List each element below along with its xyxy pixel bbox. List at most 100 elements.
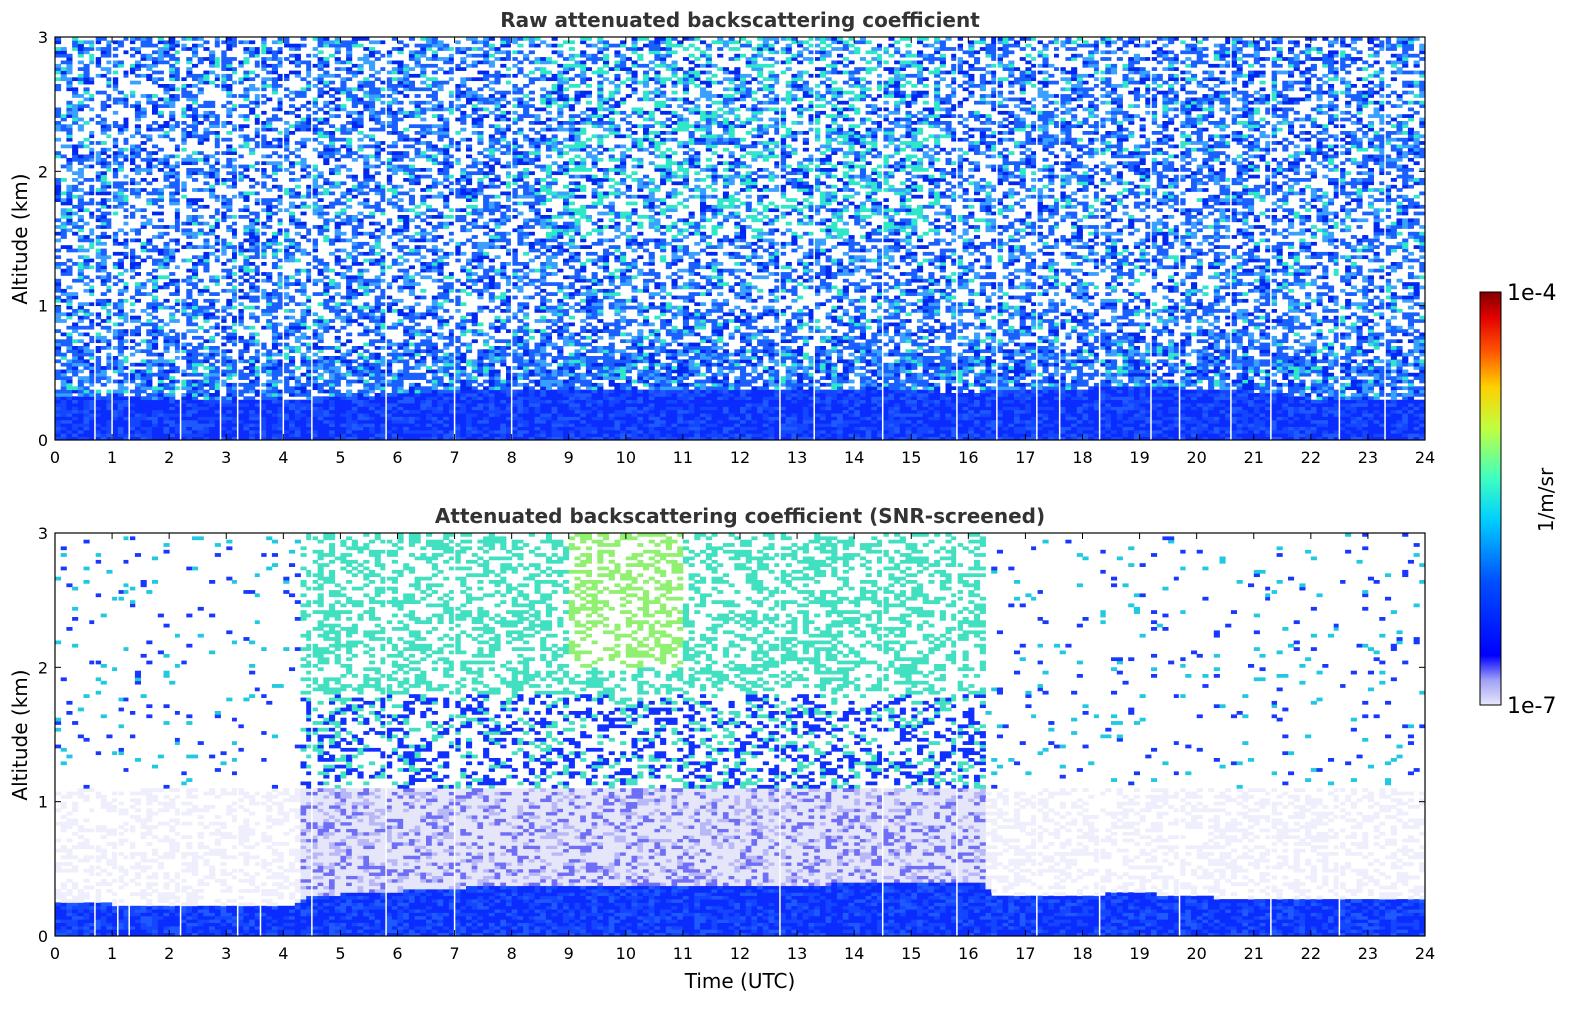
heat-cell	[226, 259, 232, 263]
heat-cell	[261, 400, 267, 404]
heat-cell	[164, 323, 170, 327]
heat-cell	[135, 299, 141, 303]
heat-cell	[266, 205, 272, 209]
heat-cell	[295, 71, 301, 75]
heat-cell	[158, 417, 164, 421]
heat-cell	[243, 346, 249, 350]
heat-cell	[283, 427, 289, 431]
heat-cell	[164, 44, 170, 48]
heat-cell	[192, 262, 198, 266]
heat-cell	[312, 383, 318, 387]
heat-cell	[266, 326, 272, 330]
heat-cell	[249, 151, 255, 155]
heat-cell	[146, 323, 152, 327]
heat-cell	[226, 205, 232, 209]
heat-cell	[289, 165, 295, 169]
heat-cell	[329, 202, 335, 206]
heat-cell	[192, 235, 198, 239]
heat-cell	[95, 370, 101, 374]
heat-cell	[158, 232, 164, 236]
heat-cell	[181, 333, 187, 337]
heat-cell	[340, 373, 346, 377]
heat-cell	[312, 430, 318, 434]
heat-cell	[158, 235, 164, 239]
heat-cell	[318, 406, 324, 410]
heat-cell	[226, 336, 232, 340]
heat-cell	[164, 131, 170, 135]
heat-cell	[272, 292, 278, 296]
heat-cell	[203, 417, 209, 421]
heat-cell	[192, 64, 198, 68]
heat-cell	[261, 168, 267, 172]
heat-cell	[169, 168, 175, 172]
heat-cell	[118, 359, 124, 363]
heat-cell	[221, 121, 227, 125]
heat-cell	[329, 279, 335, 283]
heat-cell	[312, 195, 318, 199]
heat-cell	[95, 262, 101, 266]
heat-cell	[135, 343, 141, 347]
heat-cell	[295, 195, 301, 199]
heat-cell	[283, 366, 289, 370]
heat-cell	[152, 50, 158, 54]
heat-cell	[266, 420, 272, 424]
heat-cell	[101, 178, 107, 182]
heat-cell	[78, 44, 84, 48]
heat-cell	[329, 218, 335, 222]
heat-cell	[129, 296, 135, 300]
heat-cell	[146, 101, 152, 105]
heat-cell	[169, 380, 175, 384]
heat-cell	[152, 289, 158, 293]
heat-cell	[283, 356, 289, 360]
heat-cell	[169, 101, 175, 105]
heat-cell	[266, 417, 272, 421]
heat-cell	[146, 349, 152, 353]
heat-cell	[323, 403, 329, 407]
heat-cell	[186, 353, 192, 357]
heat-cell	[318, 373, 324, 377]
heat-cell	[181, 309, 187, 313]
heat-cell	[192, 272, 198, 276]
heat-cell	[340, 400, 346, 404]
heat-cell	[72, 427, 78, 431]
heat-cell	[272, 346, 278, 350]
heat-cell	[129, 40, 135, 44]
heat-cell	[226, 61, 232, 65]
heat-cell	[221, 373, 227, 377]
heat-cell	[158, 410, 164, 414]
heat-cell	[101, 124, 107, 128]
heat-cell	[146, 128, 152, 132]
heat-cell	[301, 235, 307, 239]
heat-cell	[203, 205, 209, 209]
heat-cell	[318, 134, 324, 138]
heat-cell	[66, 84, 72, 88]
heat-cell	[61, 128, 67, 132]
heat-cell	[135, 131, 141, 135]
heat-cell	[95, 413, 101, 417]
heat-cell	[158, 396, 164, 400]
heat-cell	[289, 403, 295, 407]
heat-cell	[112, 282, 118, 286]
heat-cell	[261, 346, 267, 350]
heat-cell	[112, 346, 118, 350]
heat-cell	[118, 390, 124, 394]
heat-cell	[261, 84, 267, 88]
heat-cell	[78, 386, 84, 390]
heat-cell	[198, 433, 204, 437]
heat-cell	[289, 151, 295, 155]
heat-cell	[243, 94, 249, 98]
heat-cell	[318, 81, 324, 85]
heat-cell	[289, 218, 295, 222]
heat-cell	[221, 239, 227, 243]
heat-cell	[249, 249, 255, 253]
heat-cell	[72, 262, 78, 266]
heat-cell	[283, 326, 289, 330]
heat-cell	[118, 228, 124, 232]
heat-cell	[283, 309, 289, 313]
heat-cell	[101, 141, 107, 145]
heat-cell	[66, 316, 72, 320]
heat-cell	[329, 286, 335, 290]
heat-cell	[243, 239, 249, 243]
heat-cell	[312, 175, 318, 179]
heat-cell	[272, 255, 278, 259]
